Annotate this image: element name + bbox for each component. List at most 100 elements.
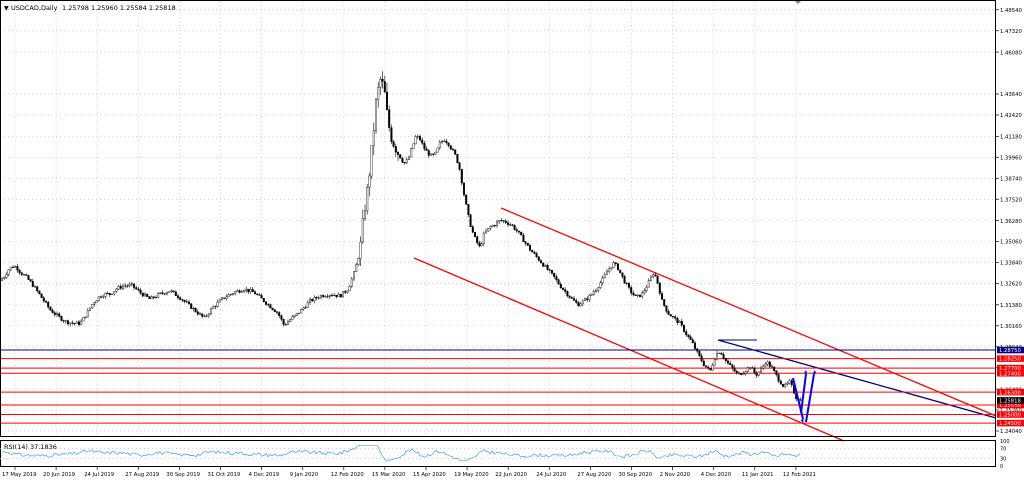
price-level-tag[interactable]: [997, 346, 1024, 354]
candle-body: [240, 291, 243, 293]
arrow-up-2-head[interactable]: [812, 370, 817, 374]
candle-body: [152, 296, 155, 298]
candle-body: [742, 373, 745, 375]
candle-body: [553, 272, 556, 277]
x-tick-label: 19 May 2020: [454, 472, 489, 478]
candle-body: [306, 302, 309, 308]
candle-body: [760, 367, 763, 373]
price-level-tag[interactable]: [997, 411, 1024, 418]
candle-body: [663, 299, 666, 306]
candle-body: [557, 279, 560, 285]
candle-body: [11, 266, 14, 268]
price-level-tag[interactable]: [997, 397, 1024, 404]
candle-body: [97, 296, 100, 301]
candle-body: [727, 360, 730, 364]
candle-body: [436, 147, 439, 153]
candle-body: [317, 297, 320, 299]
drawing-objects[interactable]: [0, 207, 997, 442]
candle-body: [425, 148, 428, 151]
arrow-up-2-shaft[interactable]: [805, 373, 815, 423]
x-tick-label: 30 Sep 2020: [619, 472, 653, 478]
candle-body: [696, 348, 699, 352]
channel-upper-line[interactable]: [500, 207, 997, 417]
rsi-level-label: 30: [1000, 457, 1006, 463]
candle-body: [570, 297, 573, 299]
candle-body: [768, 361, 771, 367]
price-level-tag[interactable]: [997, 355, 1024, 362]
candle-body: [654, 274, 657, 277]
candle-body: [634, 294, 637, 297]
candle-body: [390, 127, 393, 142]
candle-body: [260, 295, 263, 299]
channel-lower-line[interactable]: [413, 257, 845, 442]
candle-body: [16, 266, 19, 271]
candle-body: [568, 295, 571, 298]
candle-body: [304, 307, 307, 309]
candle-body: [231, 293, 234, 295]
candle-body: [414, 136, 417, 145]
candle-body: [485, 230, 488, 234]
candle-body: [364, 210, 367, 219]
price-level-tag[interactable]: [997, 388, 1024, 396]
candle-body: [383, 81, 386, 93]
shift-marker-icon[interactable]: [795, 1, 801, 4]
candle-body: [520, 231, 523, 236]
candle-body: [36, 286, 39, 292]
price-level-tag[interactable]: [997, 401, 1024, 409]
projection-arrows[interactable]: [792, 370, 817, 423]
symbol-arrow-icon[interactable]: ▼: [4, 5, 9, 12]
candle-body: [229, 294, 232, 296]
candle-body: [163, 293, 166, 295]
candle-body: [392, 141, 395, 147]
candle-body: [137, 288, 140, 291]
y-tick-label: 1.33840: [1000, 261, 1023, 267]
candle-body: [154, 297, 157, 299]
candle-body: [619, 269, 622, 273]
candle-body: [1, 278, 4, 281]
candle-body: [238, 290, 241, 293]
price-level-tag[interactable]: [997, 369, 1024, 377]
candle-body: [423, 142, 426, 150]
x-tick-label: 20 Jun 2019: [43, 472, 75, 478]
x-tick-label: 27 Aug 2019: [125, 472, 159, 478]
candle-body: [676, 317, 679, 323]
candle-body: [641, 292, 644, 297]
price-axis[interactable]: 1.48540 1.47320 1.46080 1.43640 1.42420 1.411…: [996, 8, 1024, 435]
candle-body: [430, 153, 433, 156]
candle-body: [590, 293, 593, 296]
arrow-up-1-shaft[interactable]: [800, 373, 807, 414]
candle-body: [661, 293, 664, 300]
candle-body: [121, 285, 124, 289]
candle-body: [34, 286, 37, 288]
candle-body: [174, 291, 177, 296]
candle-body: [493, 225, 496, 227]
candle-body: [698, 350, 701, 356]
price-level-tag[interactable]: [997, 419, 1024, 427]
candle-body: [535, 253, 538, 258]
candle-body: [157, 293, 160, 298]
rsi-line: [1, 445, 801, 461]
time-axis[interactable]: 17 May 2019 20 Jun 2019 24 Jul 2019 27 Aug …: [2, 467, 816, 478]
x-tick-label: 12 Feb 2020: [331, 472, 365, 478]
candle-body: [176, 295, 179, 298]
candle-body: [738, 372, 741, 374]
y-tick-label: 1.46080: [1000, 50, 1023, 56]
candle-body: [56, 313, 59, 315]
candle-body: [683, 324, 686, 332]
candle-body: [190, 303, 193, 309]
candle-body: [476, 236, 479, 244]
candle-body: [636, 294, 639, 297]
candle-body: [777, 374, 780, 382]
candle-body: [799, 399, 802, 401]
arrow-down-head[interactable]: [800, 419, 804, 423]
candle-body: [667, 311, 670, 315]
price-level-tag[interactable]: [997, 364, 1024, 372]
candle-body: [729, 362, 732, 365]
candle-body: [630, 287, 633, 294]
arrow-up-1-head[interactable]: [803, 370, 808, 374]
candle-body: [196, 311, 199, 315]
candle-body: [403, 162, 406, 164]
candle-body: [656, 275, 659, 284]
